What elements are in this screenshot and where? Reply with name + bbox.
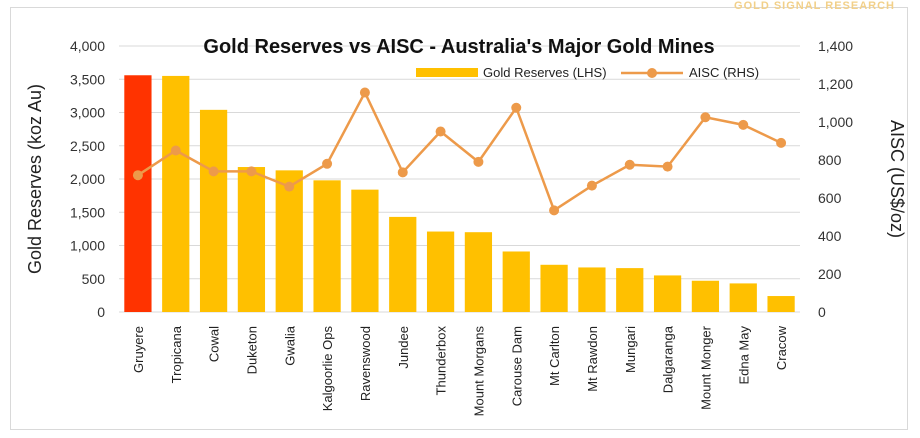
category-label: Carouse Dam [509,326,524,406]
y2-tick-label: 800 [818,152,842,168]
category-label: Dalgaranga [661,325,676,393]
chart: 0 500 1,000 1,500 2,000 2,500 3,000 3,500 4,000 0… [25,36,907,417]
category-label: Ravenswood [358,326,373,401]
legend-swatch-bars [416,68,478,77]
y-tick-label: 1,500 [70,204,105,220]
y-tick-label: 1,000 [70,238,105,254]
chart-frame: GOLD SIGNAL RESEARCH 0 500 1,000 1,500 2,000… [10,0,908,430]
watermark: GOLD SIGNAL RESEARCH [734,0,895,12]
y-tick-label: 3,000 [70,105,105,121]
category-label: Mt Rawdon [585,326,600,392]
category-label: Kalgoorlie Ops [320,326,335,412]
category-label: Jundee [396,326,411,369]
aisc-point [397,167,408,178]
y-tick-label: 500 [82,271,106,287]
bar-jundee [389,216,417,312]
aisc-point [776,137,787,148]
aisc-point [208,166,219,177]
category-label: Edna May [736,326,751,385]
category-label: Duketon [244,326,259,374]
y2-tick-label: 400 [818,228,842,244]
aisc-point [246,166,257,177]
aisc-point [322,158,333,169]
y-tick-label: 2,000 [70,171,105,187]
bar-gruyere [124,75,152,312]
category-label: Cracow [774,325,789,370]
bar-carouse-dam [502,251,530,312]
y2-tick-label: 1,200 [818,76,853,92]
aisc-point [624,159,635,170]
aisc-point [549,205,560,216]
legend-label-line: AISC (RHS) [689,65,759,80]
category-label: Mt Carlton [547,326,562,386]
bar-tropicana [162,75,190,312]
aisc-point [662,161,673,172]
aisc-point [473,156,484,167]
aisc-point [359,87,370,98]
bar-ravenswood [351,189,379,312]
y-axis-title: Gold Reserves (koz Au) [25,84,45,274]
category-label: Cowal [207,326,222,362]
y-tick-label: 0 [97,304,105,320]
aisc-point [284,181,295,192]
y2-tick-label: 1,400 [818,38,853,54]
category-label: Mount Monger [698,325,713,409]
aisc-line [137,89,782,213]
y2-tick-label: 0 [818,304,826,320]
legend-swatch-marker [647,68,657,78]
bar-duketon [237,167,266,312]
aisc-point [132,170,143,181]
aisc-point [435,126,446,137]
legend-label-bars: Gold Reserves (LHS) [483,65,607,80]
category-label: Gwalia [282,325,297,366]
bar-mt-carlton [540,264,568,312]
aisc-point [586,180,597,191]
y-tick-label: 2,500 [70,138,105,154]
bar-thunderbox [426,231,455,312]
y2-axis-title: AISC (US$/oz) [887,120,907,238]
y2-tick-label: 600 [818,190,842,206]
y2-tick-label: 200 [818,266,842,282]
bar-cracow [767,296,795,312]
bar-mount-morgans [464,232,493,312]
bar-dalgaranga [653,275,682,312]
category-label: Tropicana [169,325,184,383]
aisc-point [738,119,749,130]
aisc-point [700,112,711,123]
category-label: Mungari [623,326,638,373]
category-label: Thunderbox [434,326,449,396]
bar-edna-may [729,283,757,312]
bar-gwalia [275,170,303,312]
aisc-point [170,145,181,156]
category-label: Mount Morgans [471,326,486,417]
y2-tick-label: 1,000 [818,114,853,130]
y-tick-label: 4,000 [70,38,105,54]
y-tick-label: 3,500 [70,71,105,87]
bar-cowal [199,109,228,312]
category-label: Gruyere [131,326,146,373]
bar-mt-rawdon [578,267,606,312]
bar-mungari [616,268,644,312]
bar-mount-monger [691,280,720,312]
chart-title: Gold Reserves vs AISC - Australia's Majo… [203,36,714,58]
aisc-point [511,102,522,113]
bar-kalgoorlie-ops [313,180,341,312]
